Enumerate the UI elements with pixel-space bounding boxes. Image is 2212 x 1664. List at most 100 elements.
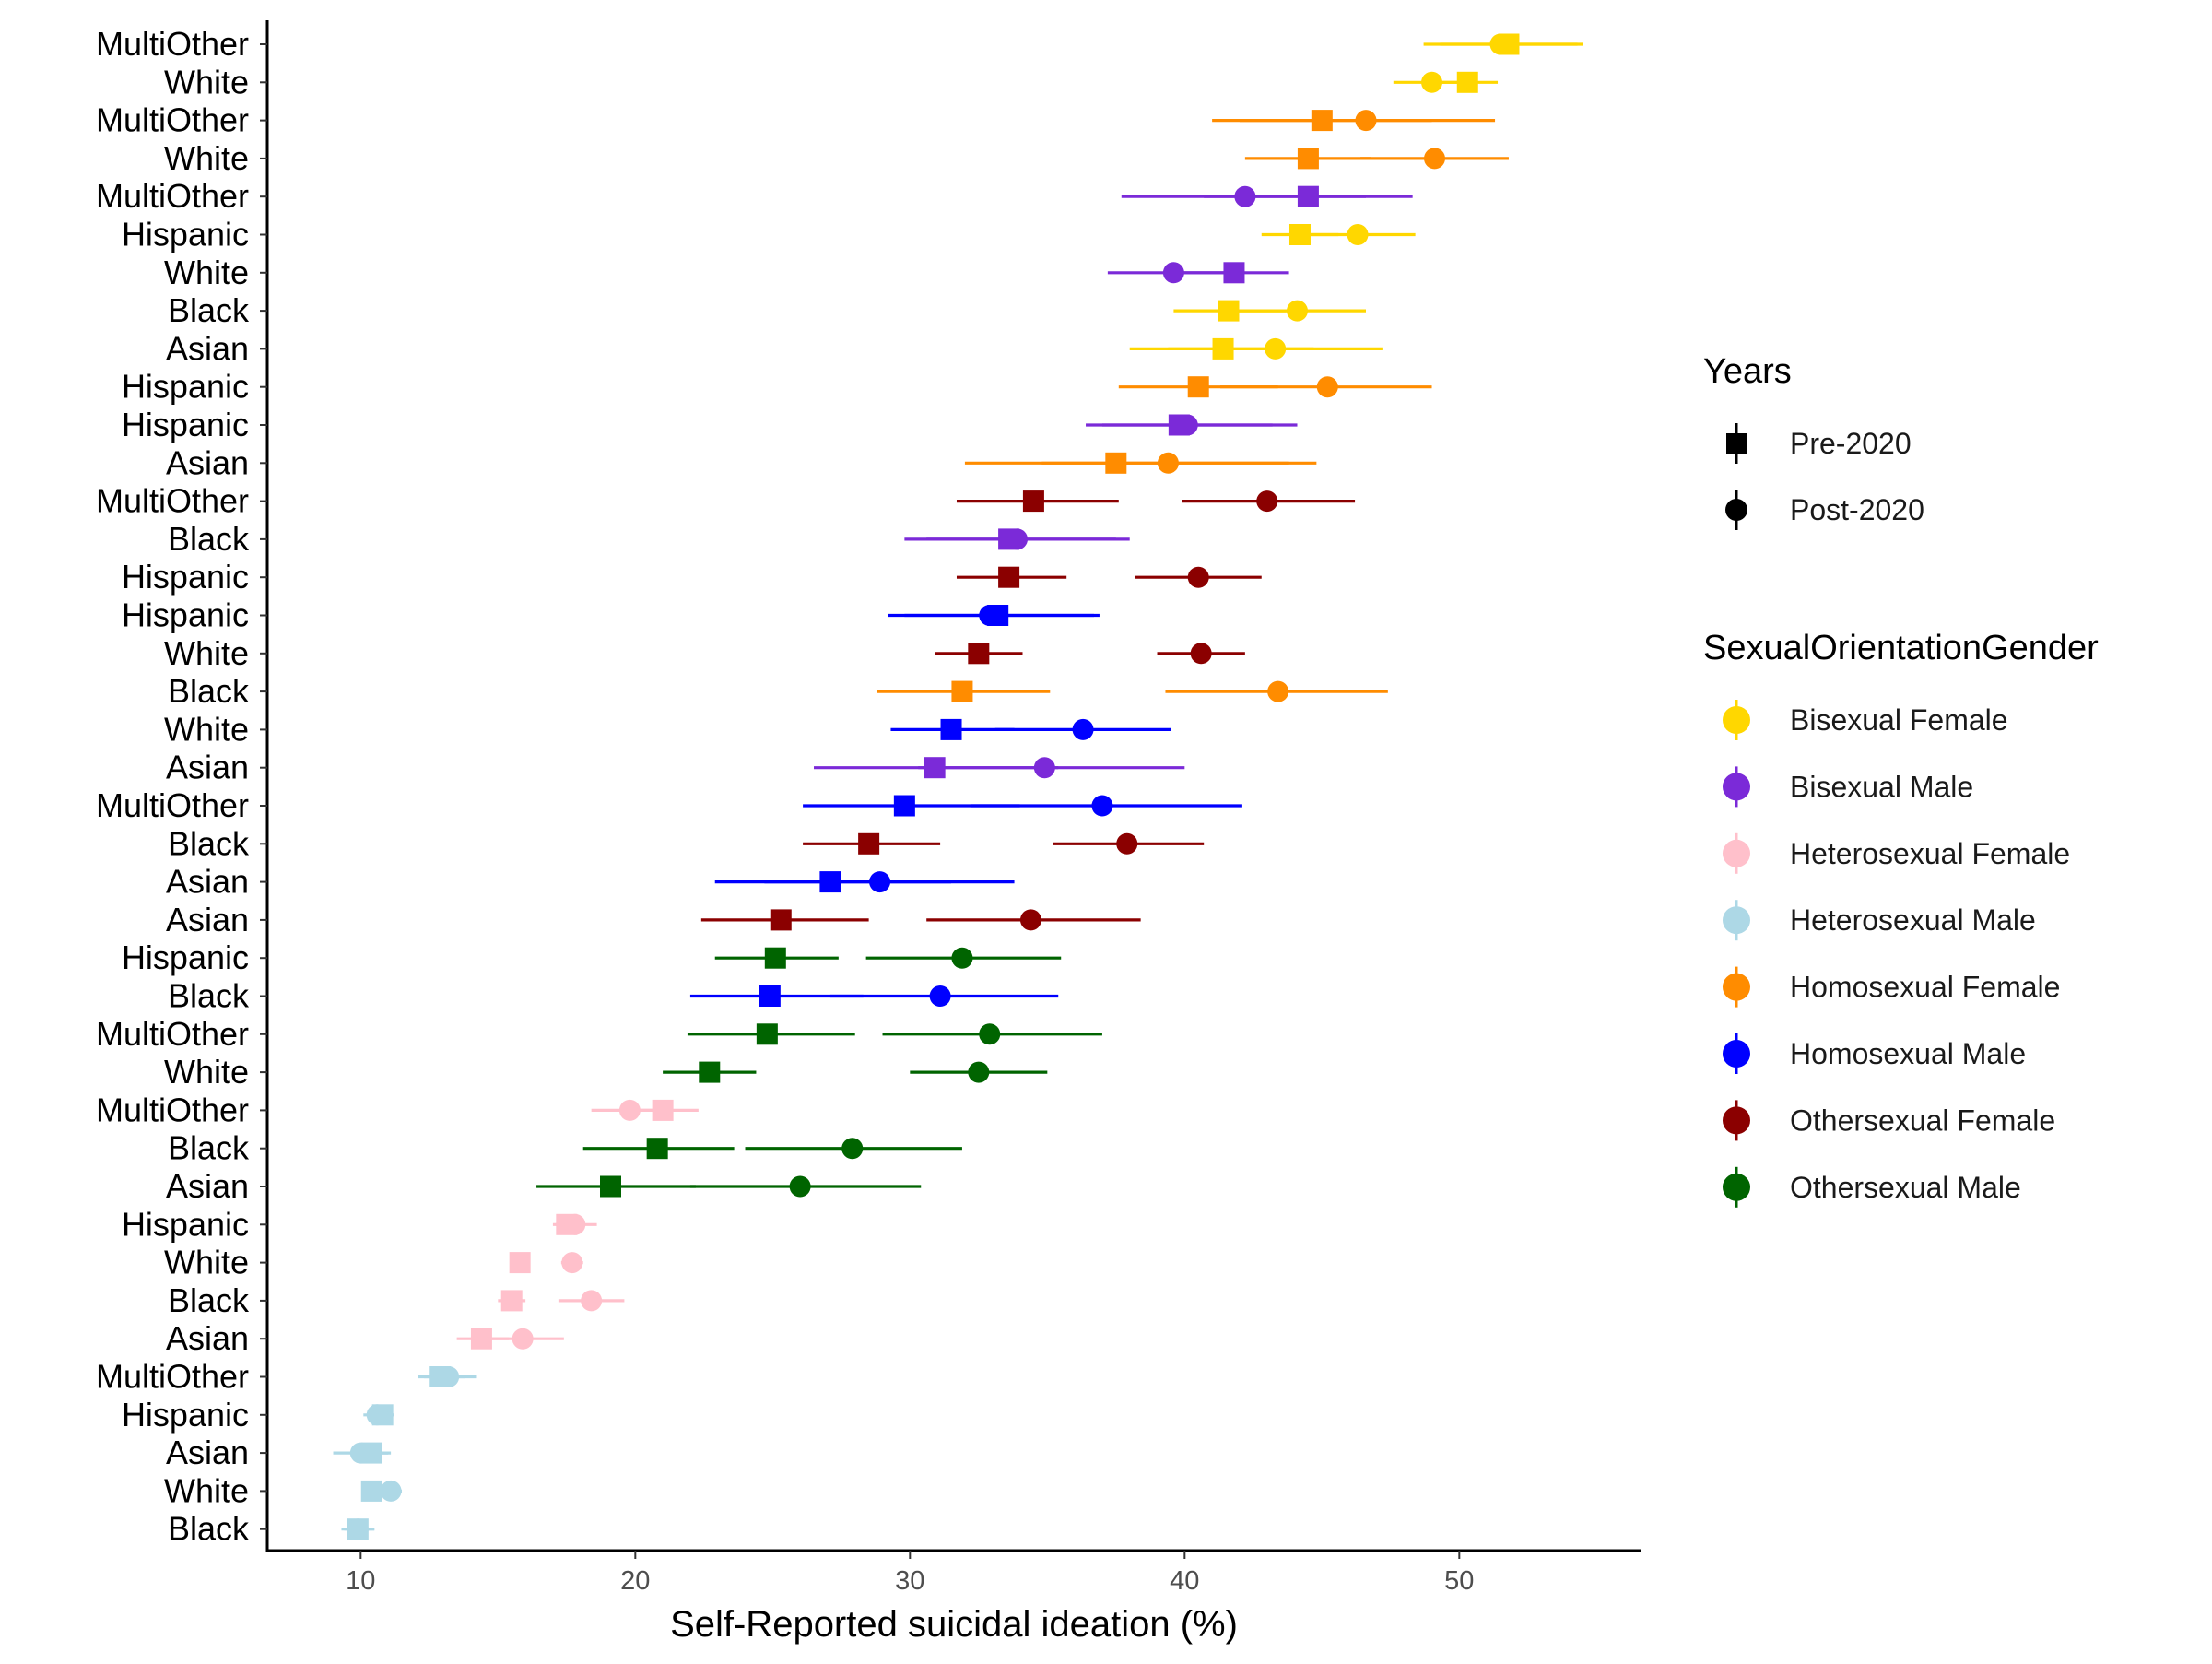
point-post-2020	[979, 1023, 1001, 1045]
point-pre-2020	[1297, 148, 1319, 170]
point-pre-2020	[951, 680, 973, 702]
row-16-white-othersexual-female	[935, 643, 1245, 665]
row-2-multiother-homosexual-female	[1212, 110, 1496, 132]
legend-color-dot	[1723, 1106, 1750, 1135]
row-38-white-heterosexual-male	[360, 1480, 403, 1502]
row-6-white-bisexual-male	[1107, 262, 1289, 284]
legend-label: Post-2020	[1790, 493, 1924, 526]
row-0-multiother-bisexual-female	[1423, 33, 1583, 55]
point-pre-2020	[1456, 71, 1478, 93]
point-post-2020	[841, 1138, 864, 1160]
point-post-2020	[1033, 757, 1055, 779]
point-post-2020	[1162, 262, 1184, 284]
circle-icon	[1725, 499, 1747, 521]
y-tick-label: Hispanic	[122, 596, 249, 634]
y-tick-label: Asian	[166, 329, 249, 367]
legend-color-dot	[1723, 973, 1750, 1001]
row-36-hispanic-heterosexual-male	[363, 1404, 394, 1426]
point-post-2020	[1347, 224, 1369, 245]
point-pre-2020	[699, 1061, 721, 1083]
legend-item-bisexual-female: Bisexual Female	[1723, 700, 2008, 740]
row-13-black-bisexual-male	[904, 528, 1130, 550]
legend-item-heterosexual-female: Heterosexual Female	[1723, 832, 2070, 874]
point-pre-2020	[646, 1138, 668, 1160]
legend-item-homosexual-male: Homosexual Male	[1723, 1033, 2026, 1074]
y-tick-label: White	[164, 710, 249, 748]
legend-item-homosexual-female: Homosexual Female	[1723, 966, 2060, 1008]
point-post-2020	[1421, 71, 1443, 93]
row-25-black-homosexual-male	[689, 985, 1059, 1007]
y-tick-label: Black	[168, 672, 250, 710]
point-post-2020	[1489, 33, 1512, 55]
legend: Years SexualOrientationGender Pre-2020 Po…	[1703, 352, 2099, 1208]
y-tick-label: White	[164, 1244, 249, 1281]
row-14-hispanic-othersexual-female	[956, 566, 1262, 588]
point-post-2020	[1265, 337, 1287, 360]
point-pre-2020	[1212, 337, 1234, 360]
point-pre-2020	[1022, 490, 1044, 513]
point-post-2020	[929, 985, 951, 1007]
x-tick-label: 30	[895, 1566, 924, 1596]
point-pre-2020	[652, 1099, 674, 1121]
point-post-2020	[561, 1252, 583, 1274]
y-tick-label: Asian	[166, 443, 249, 481]
point-post-2020	[564, 1213, 586, 1235]
row-21-black-othersexual-female	[803, 832, 1205, 855]
x-tick-label: 50	[1444, 1566, 1474, 1596]
point-pre-2020	[1187, 376, 1209, 398]
y-tick-label: White	[164, 254, 249, 291]
legend-label: Heterosexual Male	[1790, 903, 2036, 937]
point-post-2020	[1187, 566, 1209, 588]
square-icon	[1726, 433, 1747, 454]
y-tick-label: Asian	[166, 863, 249, 901]
point-post-2020	[979, 605, 1001, 626]
legend-label: Homosexual Male	[1790, 1037, 2026, 1070]
y-tick-label: White	[164, 63, 249, 100]
y-tick-label: MultiOther	[96, 1358, 249, 1396]
point-pre-2020	[924, 757, 946, 779]
point-pre-2020	[500, 1290, 523, 1312]
row-37-asian-heterosexual-male	[333, 1442, 392, 1464]
y-tick-label: White	[164, 634, 249, 672]
point-post-2020	[512, 1328, 534, 1350]
legend-item-othersexual-male: Othersexual Male	[1723, 1166, 2021, 1208]
point-post-2020	[618, 1099, 641, 1121]
row-34-asian-heterosexual-female	[456, 1328, 564, 1350]
point-pre-2020	[1297, 185, 1319, 207]
y-tick-label: Black	[168, 1281, 250, 1319]
point-pre-2020	[756, 1023, 778, 1045]
point-pre-2020	[893, 795, 915, 817]
y-tick-label: White	[164, 1053, 249, 1091]
row-32-white-heterosexual-female	[509, 1252, 583, 1274]
y-tick-label: Hispanic	[122, 938, 249, 976]
row-35-multiother-heterosexual-male	[418, 1366, 477, 1387]
point-pre-2020	[858, 832, 880, 855]
row-11-asian-homosexual-female	[964, 452, 1317, 474]
point-pre-2020	[509, 1252, 531, 1274]
legend-label: Bisexual Female	[1790, 703, 2008, 737]
point-pre-2020	[1218, 300, 1240, 322]
point-post-2020	[869, 871, 891, 893]
point-pre-2020	[998, 566, 1020, 588]
legend-label: Othersexual Male	[1790, 1171, 2021, 1204]
legend-item-pre-2020: Pre-2020	[1726, 423, 1912, 464]
y-tick-label: MultiOther	[96, 786, 249, 824]
y-tick-label: MultiOther	[96, 101, 249, 139]
point-post-2020	[1157, 452, 1179, 474]
point-post-2020	[1316, 376, 1338, 398]
y-tick-label: Asian	[166, 749, 249, 786]
row-7-black-bisexual-female	[1173, 300, 1366, 322]
point-post-2020	[1116, 832, 1138, 855]
row-17-black-homosexual-female	[877, 680, 1388, 702]
row-27-white-othersexual-male	[663, 1061, 1048, 1083]
point-pre-2020	[1223, 262, 1245, 284]
legend-label: Heterosexual Female	[1790, 837, 2070, 870]
y-tick-label: Black	[168, 1510, 250, 1548]
point-pre-2020	[1105, 452, 1127, 474]
y-tick-label: Black	[168, 1129, 250, 1167]
point-post-2020	[1176, 414, 1198, 436]
y-tick-label: Asian	[166, 901, 249, 938]
point-post-2020	[1234, 185, 1256, 207]
row-4-multiother-bisexual-male	[1121, 185, 1413, 207]
